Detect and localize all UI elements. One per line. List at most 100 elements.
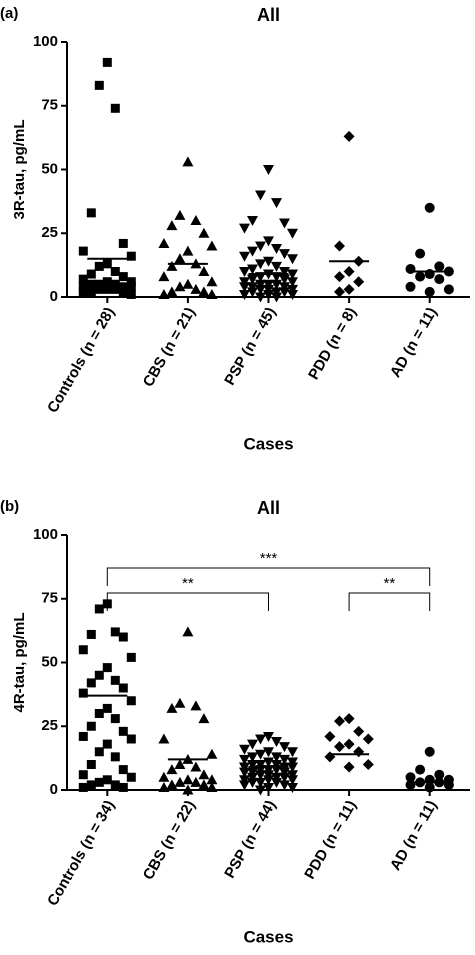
point xyxy=(182,774,194,785)
point xyxy=(247,777,258,788)
point xyxy=(255,292,266,303)
point xyxy=(86,279,96,289)
point xyxy=(279,780,290,791)
point xyxy=(424,286,435,297)
point xyxy=(271,737,282,748)
point xyxy=(78,246,88,256)
point xyxy=(86,760,96,769)
point xyxy=(255,284,266,295)
point xyxy=(343,266,355,277)
significance-label: *** xyxy=(260,550,278,567)
significance-bracket xyxy=(106,567,431,586)
point xyxy=(102,775,112,785)
x-tick-label: Controls (n = 34) xyxy=(44,797,118,908)
point xyxy=(198,286,210,297)
y-tick-label: 75 xyxy=(41,97,58,114)
y-tick-label: 25 xyxy=(41,224,58,241)
x-tick-label: Controls (n = 28) xyxy=(44,304,118,415)
point xyxy=(78,645,88,655)
point xyxy=(166,702,178,713)
point xyxy=(415,248,426,259)
point xyxy=(287,228,298,239)
point xyxy=(247,739,258,750)
chart-title: All xyxy=(257,498,280,518)
point xyxy=(247,216,258,226)
point xyxy=(271,752,282,763)
point xyxy=(263,289,274,300)
point xyxy=(94,604,104,614)
point xyxy=(334,741,345,753)
point xyxy=(94,279,104,289)
point xyxy=(78,770,88,780)
point xyxy=(190,761,202,772)
point xyxy=(86,287,96,297)
point xyxy=(190,283,202,294)
point xyxy=(239,282,250,293)
point xyxy=(206,240,218,251)
point xyxy=(86,269,96,279)
point xyxy=(255,777,266,788)
point xyxy=(415,271,426,282)
point xyxy=(279,772,290,783)
y-tick-label: 100 xyxy=(33,33,58,50)
y-tick-label: 75 xyxy=(41,590,58,607)
point xyxy=(239,223,250,234)
point xyxy=(78,688,88,698)
point xyxy=(166,779,178,790)
point xyxy=(166,764,178,775)
point xyxy=(110,714,120,724)
point xyxy=(239,744,250,755)
point xyxy=(198,779,210,790)
point xyxy=(287,284,298,295)
x-tick-label: PSP (n = 44) xyxy=(221,797,279,881)
point xyxy=(118,238,128,248)
point xyxy=(86,780,96,790)
point xyxy=(239,251,250,262)
point xyxy=(110,780,120,790)
point xyxy=(126,251,136,261)
x-tick-label: AD (n = 11) xyxy=(387,304,441,380)
point xyxy=(247,772,258,783)
point xyxy=(405,281,416,292)
point xyxy=(247,264,258,275)
point xyxy=(255,190,266,201)
panel-label: (a) xyxy=(0,5,18,22)
point xyxy=(126,277,136,287)
point xyxy=(343,283,355,295)
point xyxy=(78,287,88,297)
point xyxy=(198,227,210,238)
point xyxy=(362,733,374,745)
point xyxy=(110,675,120,685)
point xyxy=(94,80,104,90)
point xyxy=(434,274,445,285)
point xyxy=(78,274,88,284)
y-tick-label: 0 xyxy=(50,781,58,798)
point xyxy=(182,278,194,289)
point xyxy=(86,721,96,731)
point xyxy=(263,770,274,781)
point xyxy=(158,237,170,248)
point xyxy=(158,288,170,299)
point xyxy=(271,261,282,272)
point xyxy=(190,776,202,787)
point xyxy=(324,751,336,763)
point xyxy=(443,284,454,295)
point xyxy=(118,782,128,792)
point xyxy=(198,769,210,780)
point xyxy=(174,281,186,292)
point xyxy=(126,652,136,662)
point xyxy=(94,709,104,718)
point xyxy=(343,738,355,750)
point xyxy=(271,777,282,788)
point xyxy=(247,274,258,285)
point xyxy=(118,726,128,736)
point xyxy=(279,218,290,229)
point xyxy=(166,220,178,231)
point xyxy=(263,775,274,786)
x-tick-label: PSP (n = 45) xyxy=(221,304,279,388)
point xyxy=(86,208,96,218)
point xyxy=(255,785,266,796)
point xyxy=(263,757,274,768)
point xyxy=(126,772,136,782)
point xyxy=(263,731,274,742)
